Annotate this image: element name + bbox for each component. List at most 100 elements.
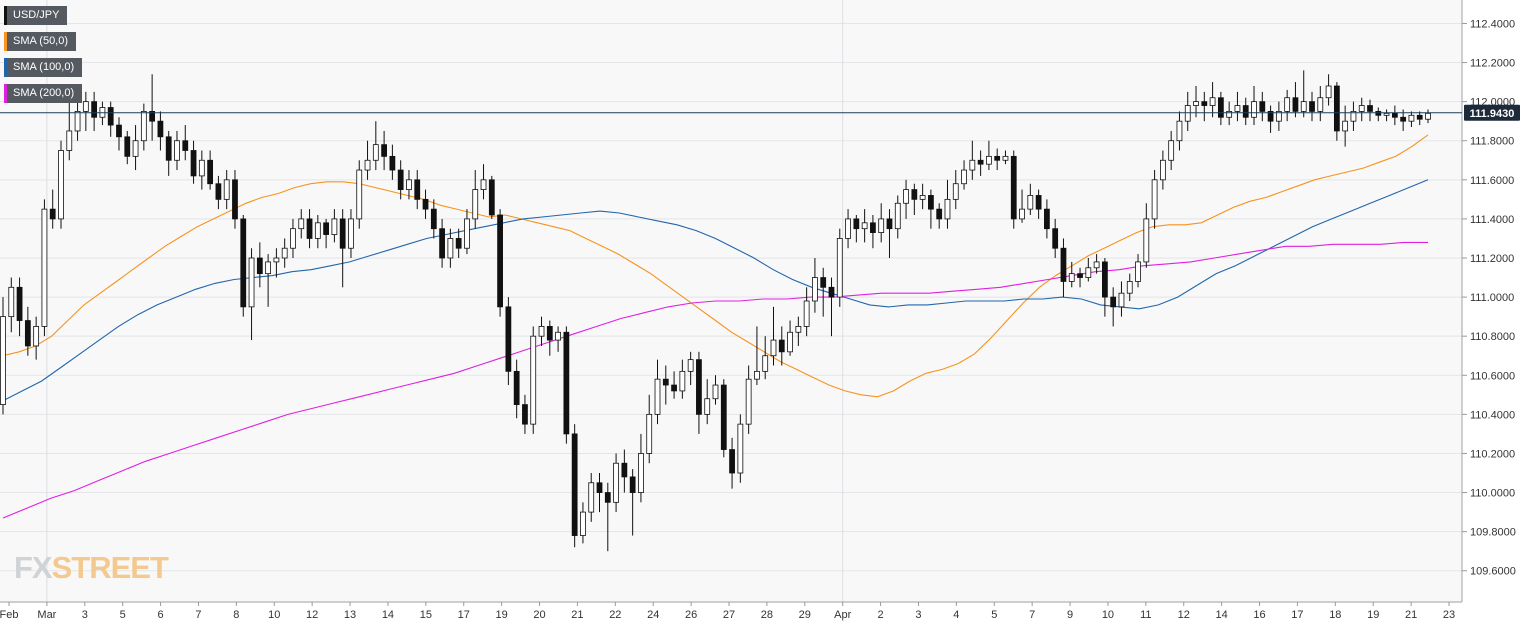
candle-down (571, 433, 578, 536)
candle-down (662, 378, 669, 386)
candle-up (82, 101, 89, 112)
candle-up (1358, 105, 1365, 112)
candle-up (41, 208, 48, 327)
legend-item[interactable]: SMA (50,0) (4, 32, 77, 51)
candle-up (1234, 105, 1241, 112)
candle-up (952, 183, 959, 200)
candle-up (265, 261, 272, 275)
candle-up (1151, 179, 1158, 220)
watermark-street: STREET (51, 550, 169, 585)
candle-down (928, 195, 934, 210)
candle-down (820, 277, 827, 288)
candle-up (472, 189, 479, 220)
candle-down (497, 214, 503, 308)
candle-down (24, 320, 31, 347)
candle-up (140, 111, 147, 142)
candle-down (1035, 195, 1042, 210)
candle-down (853, 218, 860, 230)
candle-up (331, 218, 338, 235)
y-tick-label: 110.8000 (1470, 331, 1515, 343)
candle-up (795, 326, 802, 333)
x-tick-label: 26 (685, 609, 697, 621)
candle-up (1193, 101, 1199, 106)
candle-up (530, 335, 537, 425)
candle-up (812, 277, 818, 302)
candle-down (1110, 296, 1117, 308)
candle-up (281, 247, 288, 259)
sma-line (2, 134, 1429, 398)
y-tick-label: 111.6000 (1470, 175, 1514, 187)
candle-up (1085, 267, 1092, 278)
legend-item[interactable]: SMA (100,0) (4, 58, 83, 77)
candle-up (737, 423, 744, 474)
x-tick-label: 2 (878, 609, 884, 621)
candle-up (1226, 111, 1233, 118)
candle-up (1251, 101, 1257, 118)
candle-up (638, 453, 644, 493)
x-tick-label: Mar (37, 609, 56, 621)
candle-up (273, 257, 280, 263)
y-tick-label: 110.0000 (1470, 488, 1515, 500)
candle-up (1342, 120, 1349, 132)
watermark-fx: FX (14, 550, 53, 585)
candle-up (1135, 261, 1141, 282)
x-tick-label: 7 (1029, 609, 1035, 621)
candle-up (679, 370, 686, 392)
candle-down (604, 492, 611, 503)
candle-down (1267, 111, 1274, 122)
candle-up (174, 140, 180, 161)
candle-up (356, 169, 363, 220)
x-tick-label: 14 (1216, 609, 1228, 621)
candle-down (1010, 155, 1017, 220)
x-tick-label: Apr (834, 609, 851, 621)
y-tick-label: 110.4000 (1470, 409, 1515, 421)
candle-up (845, 218, 851, 239)
candle-up (1093, 261, 1100, 269)
candle-up (687, 359, 694, 372)
candle-down (116, 124, 122, 138)
candle-down (629, 476, 636, 493)
y-tick-label: 109.6000 (1470, 566, 1516, 578)
candle-down (1242, 105, 1249, 118)
x-tick-label: 16 (1253, 609, 1265, 621)
candle-down (778, 339, 785, 353)
candle-up (1002, 155, 1009, 161)
candle-up (1184, 105, 1191, 122)
x-tick-label: 15 (420, 609, 432, 621)
candle-down (563, 331, 570, 435)
x-tick-label: 3 (915, 609, 921, 621)
candle-up (74, 111, 81, 132)
candle-up (372, 144, 379, 161)
candle-up (754, 370, 760, 380)
y-tick-label: 111.0000 (1470, 292, 1514, 304)
x-tick-label: 3 (82, 609, 88, 621)
x-tick-label: 7 (195, 609, 201, 621)
y-tick-label: 112.2000 (1470, 58, 1515, 70)
candle-down (1400, 116, 1407, 122)
candle-up (588, 482, 595, 513)
legend-item[interactable]: SMA (200,0) (4, 84, 83, 103)
x-tick-label: 28 (761, 609, 773, 621)
candle-down (1333, 85, 1340, 132)
candle-up (348, 218, 354, 249)
legend-swatch (4, 32, 7, 51)
candle-up (1068, 273, 1075, 282)
candle-down (886, 218, 893, 230)
candle-up (1300, 101, 1307, 112)
candle-down (91, 101, 98, 118)
candle-down (414, 179, 421, 200)
candle-down (720, 384, 727, 450)
candle-down (522, 404, 528, 425)
legend-item[interactable]: USD/JPY (4, 6, 68, 25)
candle-up (836, 238, 843, 298)
candle-down (596, 482, 603, 493)
x-tick-label: 12 (306, 609, 318, 621)
candle-up (613, 462, 619, 503)
y-tick-label: 112.4000 (1470, 18, 1515, 30)
candle-up (364, 159, 371, 171)
candle-up (223, 179, 230, 200)
candle-down (1416, 114, 1423, 120)
y-tick-label: 110.6000 (1470, 370, 1515, 382)
candle-up (1275, 111, 1282, 122)
